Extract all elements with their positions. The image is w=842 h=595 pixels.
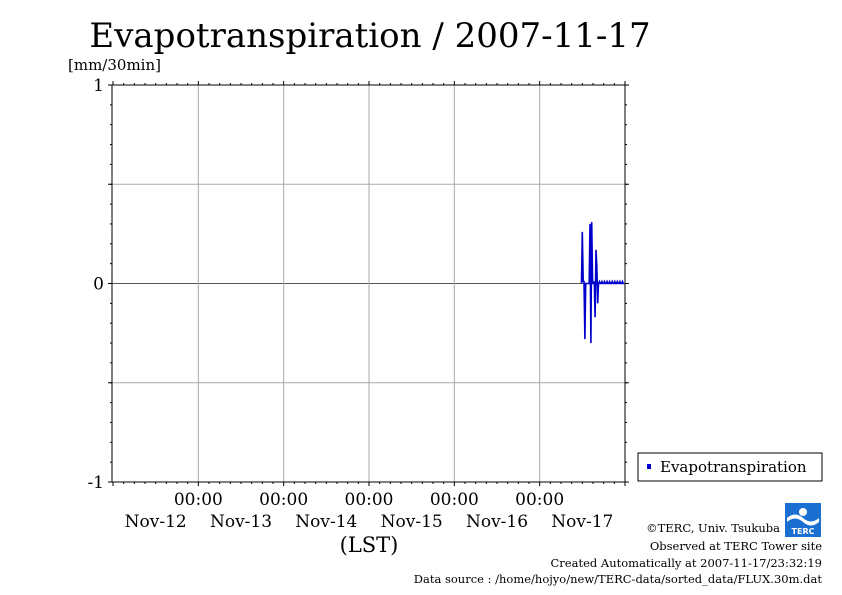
logo-wave-shape: [787, 514, 819, 526]
axis-ticks: [108, 81, 629, 486]
x-tick-date-label: Nov-17: [551, 512, 613, 532]
legend-swatch-evapotranspiration: [647, 464, 651, 469]
legend: Evapotranspiration: [637, 452, 823, 482]
legend-box: [637, 452, 823, 482]
series-line-evapotranspiration: [580, 221, 625, 344]
y-axis-label: [mm/30min]: [68, 56, 161, 74]
x-tick-labels: 00:00Nov-1200:00Nov-1300:00Nov-1400:00No…: [125, 490, 614, 532]
x-tick-time-label: 00:00: [345, 490, 394, 510]
x-tick-time-label: 00:00: [174, 490, 223, 510]
x-tick-date-label: Nov-16: [466, 512, 528, 532]
footer-created: Created Automatically at 2007-11-17/23:3…: [551, 556, 823, 570]
series-group: [580, 221, 625, 344]
y-tick-label: 0: [93, 275, 104, 295]
y-tick-label: 1: [93, 76, 104, 96]
logo-drop: [799, 508, 807, 516]
legend-label-evapotranspiration: Evapotranspiration: [660, 458, 807, 476]
chart-title: Evapotranspiration / 2007-11-17: [89, 16, 650, 56]
x-tick-date-label: Nov-15: [381, 512, 443, 532]
y-tick-labels: 1 0 -1: [87, 76, 104, 493]
x-tick-time-label: 00:00: [430, 490, 479, 510]
footer-copyright: ©TERC, Univ. Tsukuba: [646, 521, 780, 535]
x-tick-date-label: Nov-12: [125, 512, 187, 532]
x-tick-time-label: 00:00: [259, 490, 308, 510]
x-tick-time-label: 00:00: [515, 490, 564, 510]
logo-text: TERC: [792, 527, 815, 536]
grid-lines: [112, 85, 625, 482]
x-axis-label: (LST): [340, 533, 399, 557]
x-tick-date-label: Nov-14: [295, 512, 357, 532]
footer-source: Data source : /home/hojyo/new/TERC-data/…: [414, 572, 823, 586]
terc-logo: TERC: [785, 503, 821, 537]
y-tick-label: -1: [87, 473, 104, 493]
x-tick-date-label: Nov-13: [210, 512, 272, 532]
footer-observed: Observed at TERC Tower site: [650, 539, 822, 553]
